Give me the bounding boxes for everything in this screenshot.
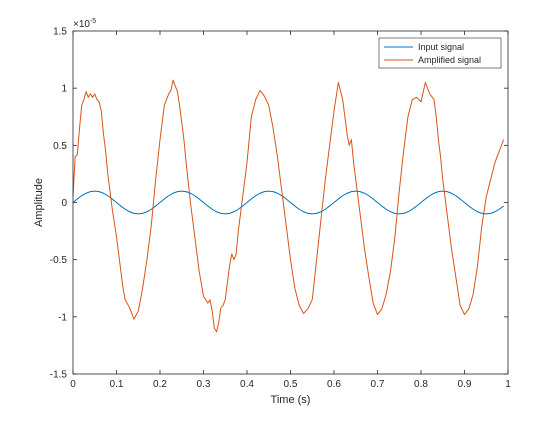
y-tick-label: -0.5 xyxy=(50,255,68,266)
series-layer xyxy=(72,79,505,333)
series-line-amplified-signal xyxy=(72,79,505,333)
y-axis: -1.5 -1 -0.5 0 0.5 1 1.5 xyxy=(50,27,508,381)
y-tick-label: 1 xyxy=(61,84,67,95)
x-tick-label: 0.9 xyxy=(458,379,472,390)
legend: Input signal Amplified signal xyxy=(378,37,502,69)
x-tick-label: 0.8 xyxy=(414,379,428,390)
y-tick-label: -1 xyxy=(58,312,67,323)
y-tick-label: 0.5 xyxy=(53,141,67,152)
x-tick-label: 0.4 xyxy=(240,379,254,390)
y-exponent-label: ×10-5 xyxy=(73,18,96,30)
x-tick-label: 0.1 xyxy=(110,379,124,390)
x-axis: 0 0.1 0.2 0.3 0.4 0.5 0.6 0.7 0.8 0.9 1 xyxy=(70,31,511,390)
x-tick-label: 0.7 xyxy=(371,379,385,390)
y-tick-label: 0 xyxy=(61,198,67,209)
y-tick-label: 1.5 xyxy=(53,27,67,38)
x-tick-label: 0.3 xyxy=(197,379,211,390)
x-tick-label: 0 xyxy=(70,379,76,390)
x-axis-label: Time (s) xyxy=(271,394,311,406)
legend-box xyxy=(378,37,502,69)
x-tick-label: 0.2 xyxy=(153,379,167,390)
y-axis-label: Amplitude xyxy=(33,178,45,227)
y-tick-label: -1.5 xyxy=(50,370,68,381)
x-tick-label: 0.5 xyxy=(284,379,298,390)
x-tick-label: 1 xyxy=(505,379,511,390)
series-line-input-signal xyxy=(72,190,504,215)
x-tick-label: 0.6 xyxy=(327,379,341,390)
legend-label-amplified-signal: Amplified signal xyxy=(418,55,481,65)
legend-label-input-signal: Input signal xyxy=(418,42,464,52)
y-exponent-power: -5 xyxy=(90,18,96,25)
